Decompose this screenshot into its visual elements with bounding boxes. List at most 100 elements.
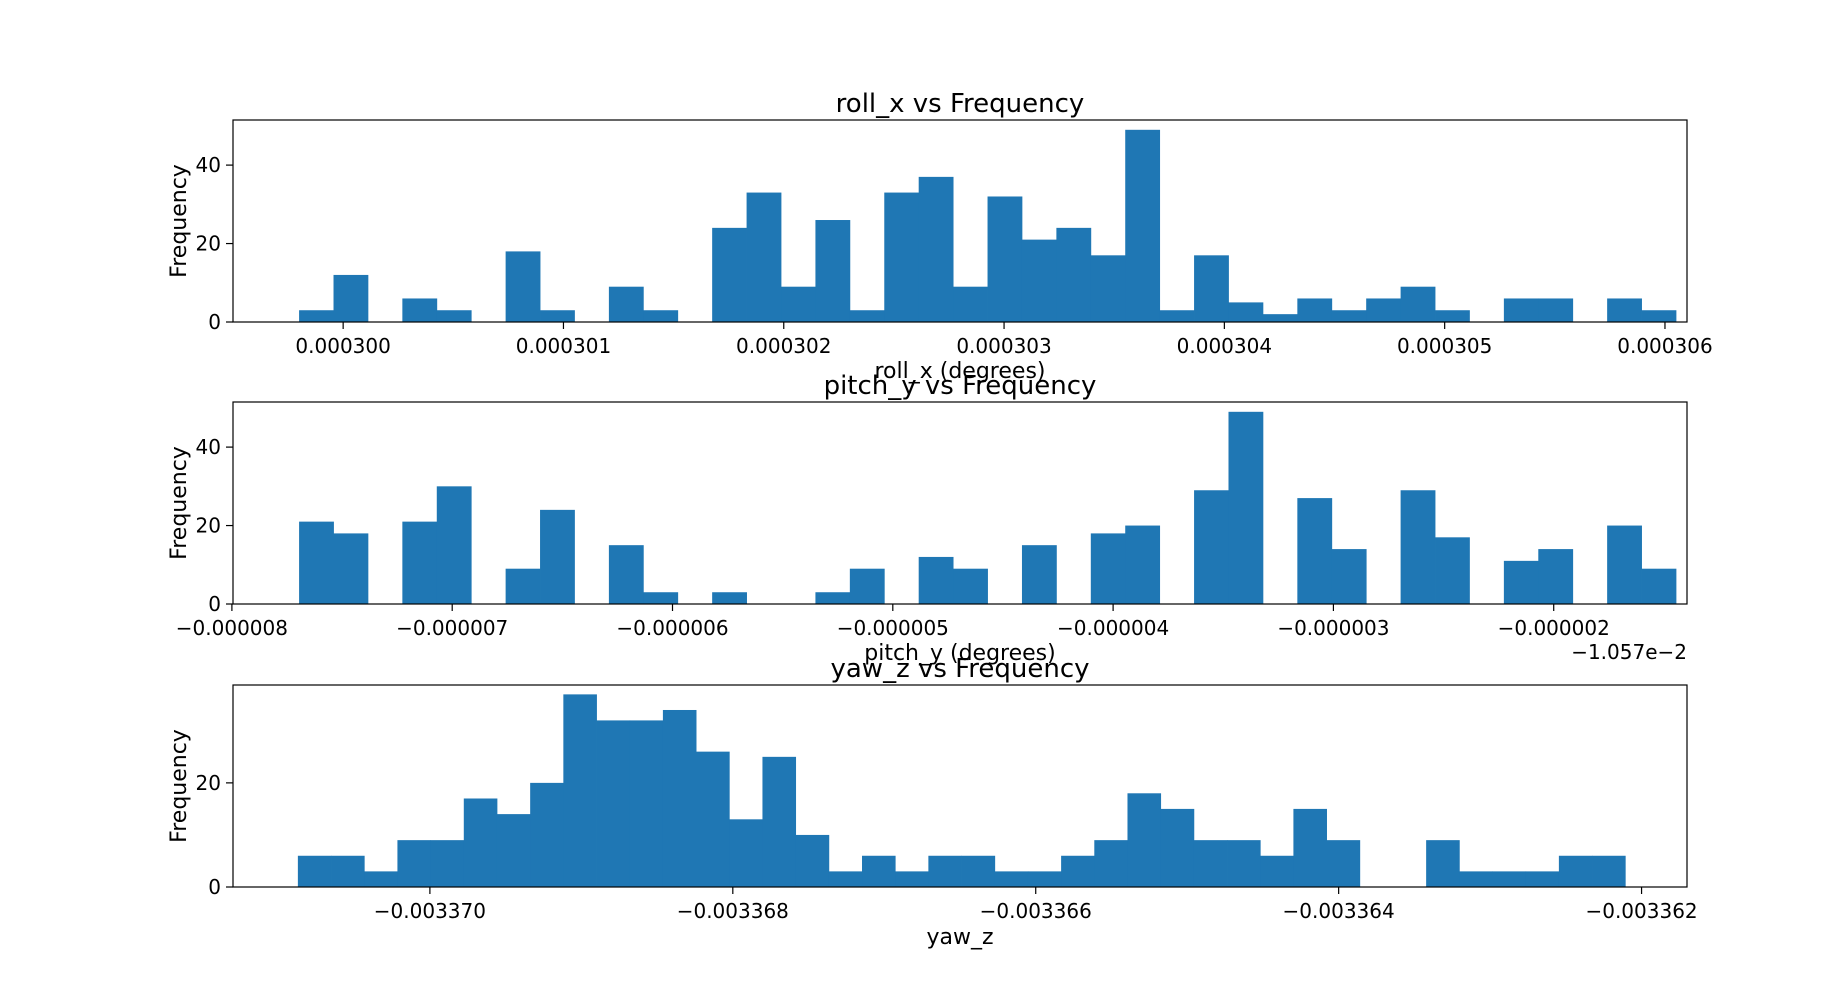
histogram-bar xyxy=(299,521,334,604)
histogram-bar xyxy=(1503,298,1539,322)
histogram-bar xyxy=(1021,545,1057,604)
subplot-3: −0.003370 −0.003368 −0.003366 −0.003364 −0.0… xyxy=(167,654,1698,950)
histogram-bar xyxy=(1641,310,1677,322)
y-tick-label: 20 xyxy=(196,232,221,256)
x-tick-label: −0.000004 xyxy=(1057,616,1169,640)
histogram-bar xyxy=(1293,808,1327,887)
histogram-bar xyxy=(1194,255,1229,322)
x-tick-label: 0.000301 xyxy=(516,334,611,358)
histogram-bar xyxy=(505,568,541,604)
histogram-bar xyxy=(430,840,465,887)
y-tick-label: 0 xyxy=(208,875,221,899)
histogram-bar xyxy=(884,192,920,322)
y-axis-label: Frequency xyxy=(167,729,192,843)
y-tick-label: 0 xyxy=(208,310,221,334)
histogram-bar xyxy=(496,814,531,887)
x-tick-label: −0.003362 xyxy=(1585,899,1697,923)
histogram-bar xyxy=(1125,525,1161,604)
histogram-bar xyxy=(815,220,851,322)
y-tick-label: 20 xyxy=(196,514,221,538)
histogram-bar xyxy=(795,834,830,887)
y-tick-label: 0 xyxy=(208,592,221,616)
y-axis-label: Frequency xyxy=(167,164,192,278)
histogram-bar xyxy=(364,871,398,887)
histogram-bar xyxy=(1021,239,1057,322)
histogram-bar xyxy=(1607,525,1642,604)
histogram-bar xyxy=(1227,840,1261,887)
x-tick-label: −0.000005 xyxy=(837,616,949,640)
x-axis-label: yaw_z xyxy=(926,925,993,950)
histogram-bar xyxy=(1426,840,1460,887)
histogram-bar xyxy=(815,592,851,604)
histogram-bar xyxy=(1641,568,1677,604)
histogram-bar xyxy=(1159,310,1195,322)
y-tick-label: 40 xyxy=(196,435,221,459)
histogram-bar xyxy=(402,521,438,604)
histogram-bar xyxy=(608,545,644,604)
chart-title: pitch_y vs Frequency xyxy=(824,371,1097,401)
x-tick-label: 0.000303 xyxy=(956,334,1051,358)
histogram-bar xyxy=(1326,840,1361,887)
histogram-bar xyxy=(953,286,988,322)
histogram-bar xyxy=(643,592,679,604)
x-tick-label: −0.000007 xyxy=(396,616,508,640)
histogram-bar xyxy=(333,274,369,322)
histogram-bar xyxy=(1492,871,1527,887)
histogram-bar xyxy=(1400,490,1436,604)
histogram-bar xyxy=(712,592,747,604)
histogram-bar xyxy=(1435,537,1470,604)
histogram-bar xyxy=(762,756,797,887)
histogram-bar xyxy=(1228,411,1264,604)
x-tick-label: −0.003364 xyxy=(1283,899,1395,923)
histogram-bar xyxy=(1366,298,1402,322)
histogram-bar xyxy=(1228,302,1264,322)
histogram-bar xyxy=(1435,310,1470,322)
histogram-bar xyxy=(961,855,996,887)
histogram-bar xyxy=(402,298,438,322)
x-tick-label: −0.003368 xyxy=(677,899,789,923)
histogram-bar xyxy=(505,251,541,322)
subplot-1: 0.000300 0.000301 0.000302 0.000303 0.000304… xyxy=(167,89,1713,384)
histogram-bar xyxy=(563,694,597,887)
histogram-bar xyxy=(1297,298,1333,322)
x-tick-label: 0.000300 xyxy=(295,334,390,358)
y-tick-label: 20 xyxy=(196,771,221,795)
histogram-bar xyxy=(895,871,929,887)
x-tick-label: 0.000304 xyxy=(1177,334,1272,358)
histogram-bar xyxy=(629,720,664,887)
histogram-bar xyxy=(1193,840,1228,887)
histogram-bar xyxy=(1503,560,1539,604)
histogram-bar xyxy=(953,568,988,604)
histogram-bar xyxy=(608,286,644,322)
histogram-bar xyxy=(849,568,885,604)
histogram-bar xyxy=(862,855,896,887)
histogram-bar xyxy=(987,196,1023,322)
x-tick-label: 0.000302 xyxy=(736,334,831,358)
histogram-bar xyxy=(1331,310,1367,322)
histogram-bar xyxy=(1558,855,1593,887)
histogram-bar xyxy=(463,798,498,887)
subplot-2: −0.000008 −0.000007 −0.000006 −0.000005 −0.0… xyxy=(167,371,1688,666)
histogram-bar xyxy=(696,751,730,887)
x-tick-label: −0.003370 xyxy=(374,899,486,923)
x-axis-offset-text: −1.057e−2 xyxy=(1571,640,1687,664)
histogram-bar xyxy=(1400,286,1436,322)
axes-frame xyxy=(232,684,1688,888)
histogram-bar xyxy=(928,855,962,887)
histogram-bar xyxy=(331,855,365,887)
histogram-bar xyxy=(530,782,564,887)
x-tick-label: 0.000305 xyxy=(1397,334,1492,358)
histogram-bar xyxy=(918,176,954,322)
y-tick-label: 40 xyxy=(196,153,221,177)
histogram-bar xyxy=(333,533,369,604)
x-tick-label: −0.000002 xyxy=(1498,616,1610,640)
histogram-bar xyxy=(1094,840,1128,887)
histogram-bar xyxy=(1525,871,1560,887)
histogram-bar xyxy=(1125,129,1161,322)
histogram-bar xyxy=(1262,314,1298,322)
histogram-bar xyxy=(1090,533,1126,604)
histogram-bar xyxy=(397,840,432,887)
histogram-bar xyxy=(540,310,575,322)
histogram-bar xyxy=(781,286,816,322)
histogram-bar xyxy=(1061,855,1095,887)
